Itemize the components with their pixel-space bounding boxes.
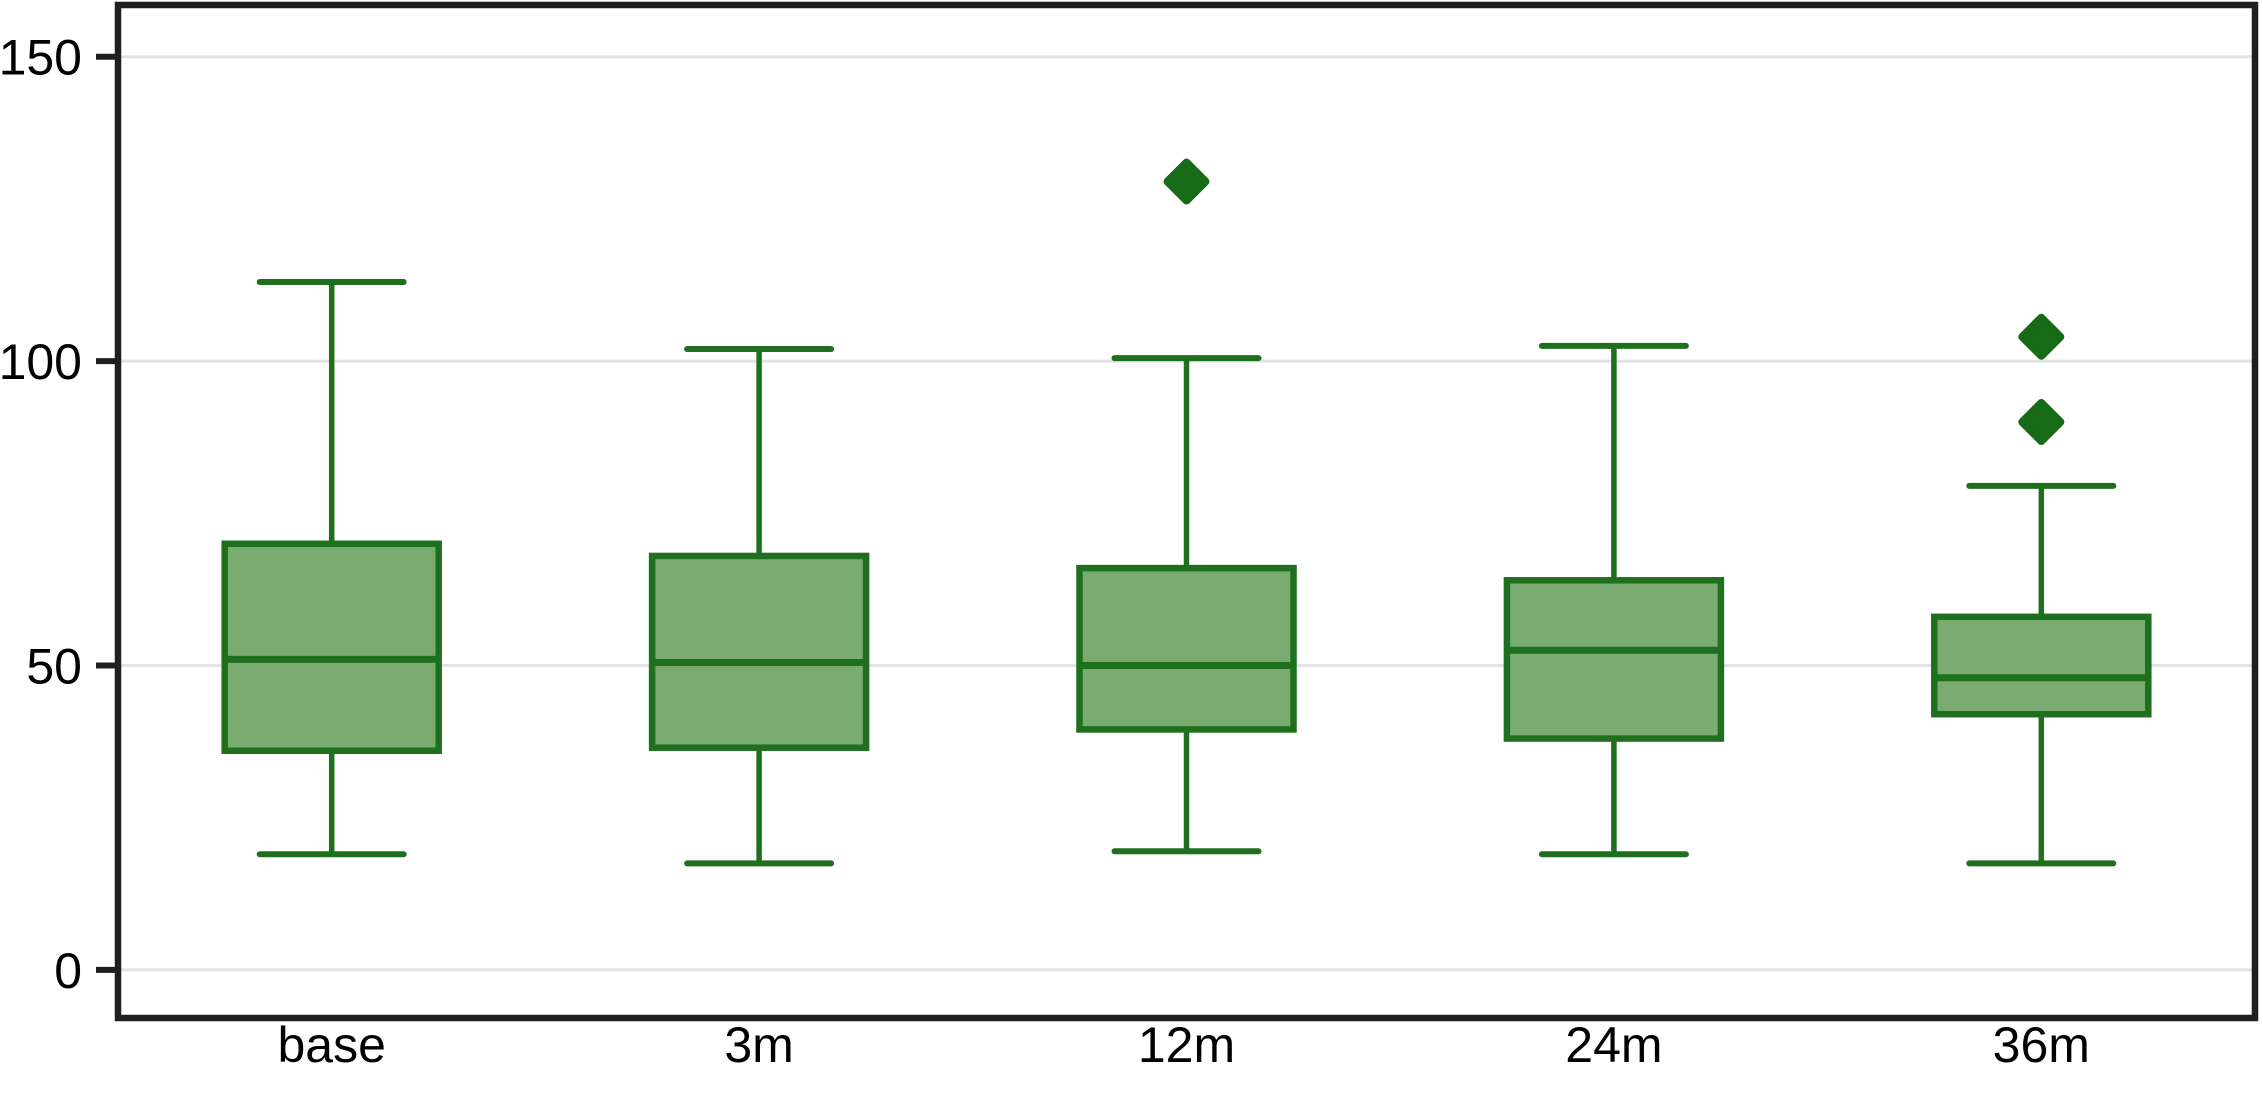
outlier-36m-0 [2018, 313, 2065, 360]
box-base [221, 540, 442, 754]
box-24m [1503, 577, 1725, 742]
x-tick-label-base: base [277, 1017, 385, 1073]
x-tick-label-24m: 24m [1565, 1017, 1662, 1073]
y-tick-label-0: 0 [54, 943, 82, 999]
plot-frame [114, 1, 2259, 1022]
x-tick-label-36m: 36m [1993, 1017, 2090, 1073]
y-tick-label-50: 50 [26, 639, 82, 695]
x-tick-label-12m: 12m [1138, 1017, 1235, 1073]
box-3m [648, 552, 870, 751]
y-tick-label-100: 100 [0, 334, 82, 390]
box-36m [1931, 613, 2152, 718]
x-tick-label-3m: 3m [724, 1017, 793, 1073]
box-12m [1076, 564, 1297, 733]
outlier-12m-0 [1163, 158, 1210, 205]
y-tick-label-150: 150 [0, 30, 82, 86]
outlier-36m-1 [2018, 399, 2065, 446]
